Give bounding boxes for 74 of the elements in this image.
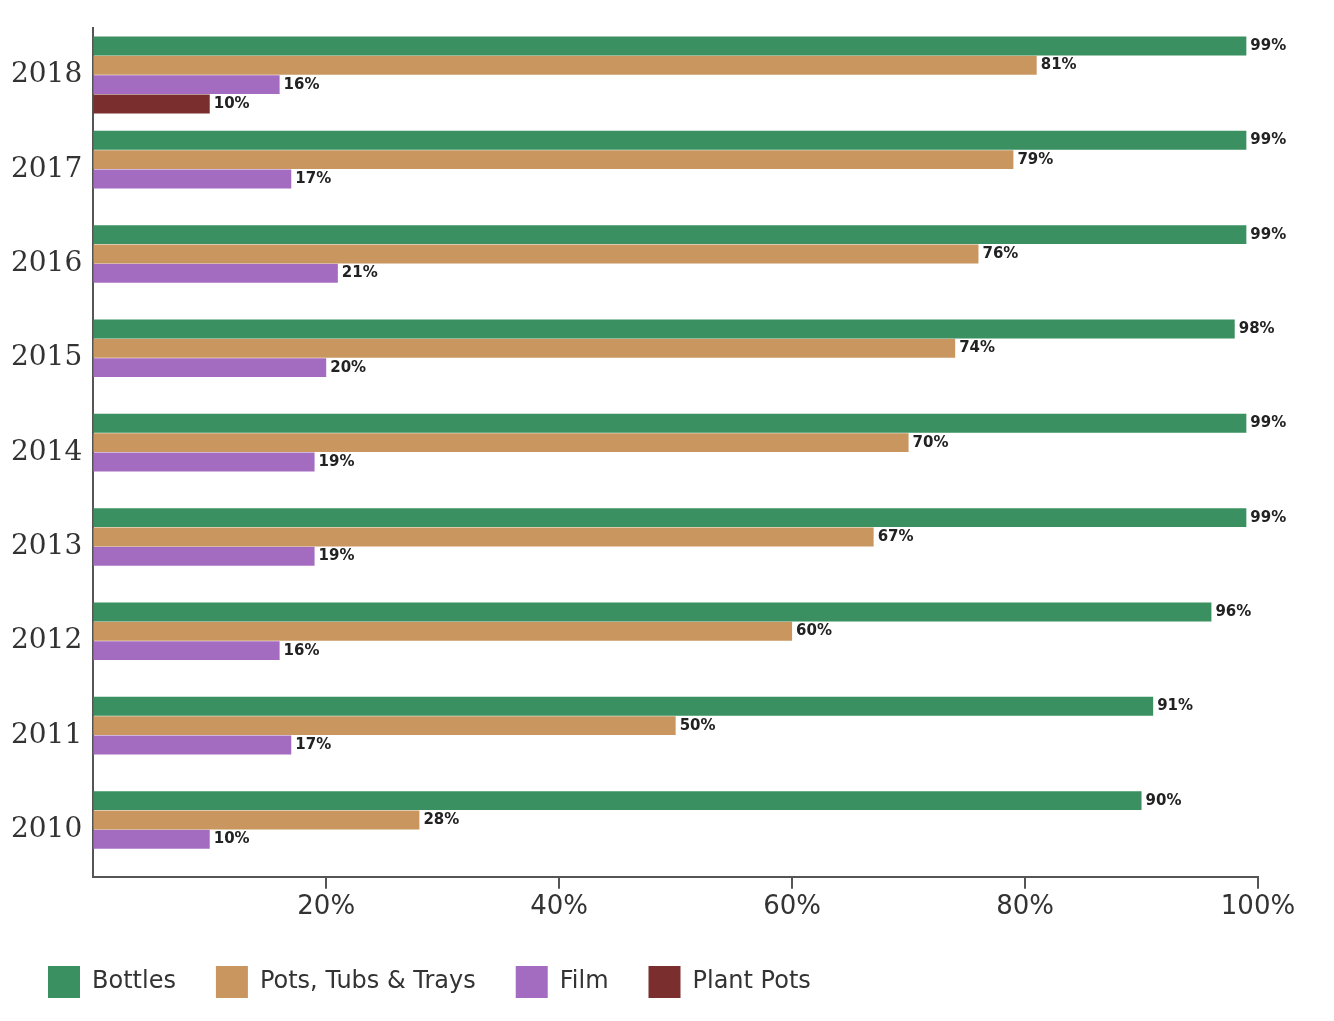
data-label: 19% xyxy=(318,451,355,470)
y-tick-label: 2014 xyxy=(10,433,83,467)
bar xyxy=(93,696,1154,716)
bar xyxy=(93,358,327,378)
bar xyxy=(93,319,1235,339)
x-tick-label: 40% xyxy=(530,890,589,921)
bar xyxy=(93,75,280,95)
bar xyxy=(93,130,1247,150)
bar xyxy=(93,452,315,472)
data-label: 16% xyxy=(283,74,320,93)
y-tick-label: 2012 xyxy=(10,622,83,656)
bar xyxy=(93,641,280,661)
bar xyxy=(93,55,1037,75)
data-label: 10% xyxy=(213,93,250,112)
legend-label: Bottles xyxy=(92,966,176,995)
legend-label: Film xyxy=(559,966,609,995)
bar xyxy=(93,169,292,189)
data-label: 98% xyxy=(1238,318,1275,337)
data-label: 91% xyxy=(1157,696,1194,715)
data-label: 17% xyxy=(295,168,332,187)
y-tick-label: 2015 xyxy=(10,339,83,373)
y-tick-label: 2011 xyxy=(10,716,83,750)
bar xyxy=(93,527,874,547)
data-label: 16% xyxy=(283,640,320,659)
y-tick-label: 2018 xyxy=(10,56,83,90)
data-label: 99% xyxy=(1250,130,1287,149)
bar xyxy=(93,602,1212,622)
x-tick-label: 20% xyxy=(297,890,356,921)
data-label: 50% xyxy=(679,715,716,734)
data-label: 99% xyxy=(1250,224,1287,243)
data-label: 81% xyxy=(1040,55,1077,74)
data-label: 17% xyxy=(295,734,332,753)
bar xyxy=(93,791,1142,811)
bar xyxy=(93,413,1247,433)
bar xyxy=(93,433,909,453)
data-label: 10% xyxy=(213,829,250,848)
data-label: 70% xyxy=(912,432,949,451)
data-label: 67% xyxy=(877,526,914,545)
data-label: 90% xyxy=(1145,790,1182,809)
data-label: 96% xyxy=(1215,601,1252,620)
x-tick-label: 60% xyxy=(763,890,821,921)
bar xyxy=(93,508,1247,528)
bar xyxy=(93,244,979,264)
data-label: 99% xyxy=(1250,507,1287,526)
bar xyxy=(93,150,1014,170)
bar xyxy=(93,36,1247,56)
x-tick-label: 80% xyxy=(996,890,1054,921)
data-label: 20% xyxy=(330,357,367,376)
y-tick-label: 2017 xyxy=(10,150,83,184)
data-label: 21% xyxy=(341,263,378,282)
bar xyxy=(93,546,315,566)
data-label: 28% xyxy=(423,809,460,828)
bar xyxy=(93,621,793,641)
bar xyxy=(93,263,338,283)
data-label: 76% xyxy=(982,243,1019,262)
data-label: 74% xyxy=(959,338,996,357)
x-tick-label: 100% xyxy=(1220,890,1296,921)
bar xyxy=(93,829,210,849)
legend-label: Pots, Tubs & Trays xyxy=(259,966,476,995)
data-label: 99% xyxy=(1250,413,1287,432)
bar xyxy=(93,810,420,830)
y-tick-label: 2016 xyxy=(10,244,83,278)
bar xyxy=(93,735,292,755)
data-label: 60% xyxy=(796,621,833,640)
bar xyxy=(93,225,1247,245)
legend-label: Plant Pots xyxy=(692,966,811,995)
bar xyxy=(93,338,956,358)
bar xyxy=(93,94,210,114)
data-label: 19% xyxy=(318,546,355,565)
data-label: 99% xyxy=(1250,35,1287,54)
y-tick-label: 2013 xyxy=(10,527,83,561)
bar xyxy=(93,716,676,736)
data-label: 79% xyxy=(1017,149,1054,168)
y-tick-label: 2010 xyxy=(10,810,83,844)
